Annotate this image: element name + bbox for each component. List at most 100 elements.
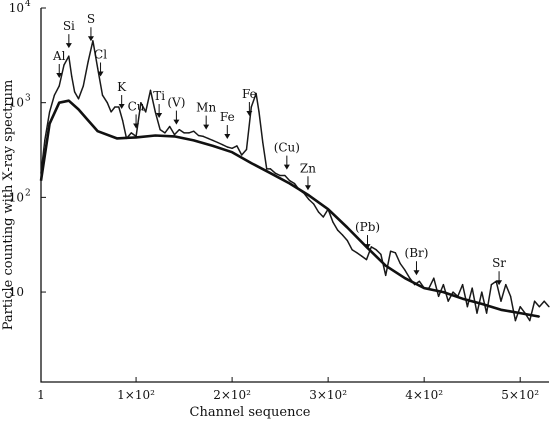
annotation-label: K: [117, 80, 127, 94]
data-point-measured: [258, 111, 260, 113]
data-point-measured: [433, 277, 435, 279]
annotation-arrowhead: [224, 134, 231, 140]
data-point-measured: [269, 168, 272, 170]
data-point-measured: [217, 141, 219, 144]
data-point-background: [212, 145, 214, 147]
data-point-measured: [44, 139, 46, 141]
x-tick-label: 4×10²: [405, 388, 443, 402]
annotation-label: Cu: [128, 99, 145, 113]
data-point-measured: [145, 111, 147, 113]
data-point-measured: [317, 211, 320, 213]
data-point-measured: [274, 172, 276, 174]
data-point-measured: [53, 94, 56, 96]
data-point-measured: [529, 320, 531, 322]
data-point-measured: [399, 262, 401, 265]
data-point-measured: [514, 320, 517, 322]
data-point-measured: [293, 182, 296, 185]
data-point-measured: [337, 229, 339, 231]
data-point-measured: [486, 312, 488, 314]
data-point-background: [423, 287, 425, 289]
annotation-arrowhead: [413, 270, 420, 276]
data-point-background: [250, 162, 252, 164]
data-point-measured: [122, 119, 124, 121]
annotation-label: Sr: [492, 256, 506, 270]
data-point-measured: [418, 280, 420, 282]
y-tick-label: 10: [9, 1, 24, 15]
annotation-arrowhead: [496, 280, 503, 286]
data-point-measured: [159, 129, 161, 131]
data-point-background: [77, 108, 80, 110]
data-point-measured: [538, 306, 541, 308]
data-point-measured: [390, 250, 392, 252]
annotation-arrowhead: [97, 71, 104, 77]
data-point-measured: [140, 102, 142, 104]
annotation-arrowhead: [203, 124, 210, 130]
data-point-measured: [110, 111, 112, 113]
data-point-measured: [173, 134, 176, 136]
data-point-measured: [356, 252, 358, 254]
y-tick-exponent: 2: [25, 188, 31, 198]
data-point-measured: [394, 252, 396, 254]
data-point-measured: [500, 300, 502, 302]
data-point-measured: [262, 141, 264, 144]
data-point-measured: [266, 168, 268, 170]
y-tick-exponent: 4: [25, 0, 31, 9]
data-point-measured: [284, 174, 286, 177]
data-point-background: [68, 100, 70, 102]
data-point-background: [193, 139, 195, 141]
annotation-label: Si: [63, 19, 75, 33]
data-point-background: [519, 312, 521, 314]
data-point-measured: [510, 295, 512, 297]
data-point-measured: [313, 203, 315, 205]
data-point-measured: [68, 55, 70, 57]
data-point-measured: [193, 130, 195, 132]
y-axis-label: Particle counting with X-ray spectrum: [1, 80, 16, 331]
data-point-background: [154, 134, 156, 137]
data-point-measured: [476, 312, 478, 314]
annotations: Al Si S Cl KCu Ti (V) Mn Fe Fe (Cu)Zn (Pb) (Br) Sr: [52, 12, 506, 286]
data-point-measured: [346, 239, 348, 242]
data-point-measured: [87, 61, 89, 63]
data-point-measured: [548, 306, 550, 308]
data-point-background: [481, 303, 483, 305]
data-point-background: [462, 298, 464, 300]
data-point-measured: [495, 280, 497, 282]
data-point-measured: [74, 91, 76, 93]
data-point-background: [385, 265, 387, 267]
data-point-measured: [471, 287, 473, 289]
x-tick-label: 1×10²: [117, 388, 155, 402]
data-point-measured: [164, 132, 166, 134]
data-point-measured: [409, 277, 411, 279]
annotation-arrowhead: [65, 43, 72, 49]
data-point-background: [308, 194, 310, 196]
data-point-measured: [101, 94, 104, 96]
data-point-background: [327, 208, 329, 210]
annotation-arrowhead: [156, 113, 163, 119]
data-point-measured: [505, 284, 507, 286]
annotation-label: (V): [167, 96, 185, 110]
data-point-measured: [490, 284, 492, 286]
data-point-measured: [236, 145, 238, 147]
annotation-label: Fe: [242, 87, 257, 101]
data-point-background: [346, 226, 348, 229]
data-point-background: [135, 136, 137, 138]
annotation-label: (Pb): [355, 220, 380, 234]
data-point-background: [97, 130, 99, 132]
data-point-measured: [452, 291, 454, 293]
annotation-label: Zn: [300, 161, 316, 175]
annotation-arrowhead: [283, 164, 290, 170]
data-point-measured: [375, 249, 377, 251]
axis-frame: [40, 8, 549, 383]
y-tick-label: 10: [9, 285, 24, 299]
data-point-measured: [245, 148, 248, 151]
data-point-background: [58, 102, 60, 104]
annotation-arrowhead: [173, 119, 180, 125]
data-point-measured: [322, 216, 324, 218]
series-line-background: [39, 99, 540, 318]
data-point-background: [404, 277, 406, 279]
data-point-measured: [207, 137, 209, 139]
data-point-background: [173, 135, 176, 137]
data-point-measured: [212, 139, 214, 141]
